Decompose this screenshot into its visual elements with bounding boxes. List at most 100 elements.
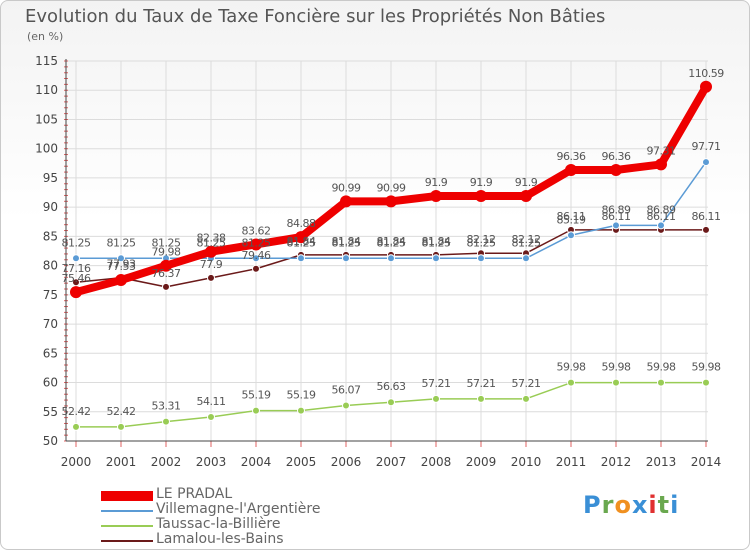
data-label: 52.42 [107, 405, 136, 418]
data-point [387, 254, 395, 263]
legend-label: Villemagne-l'Argentière [156, 501, 321, 517]
data-point [342, 401, 350, 410]
data-point [295, 231, 307, 244]
y-tick-label: 100 [35, 142, 58, 156]
data-label: 96.36 [557, 150, 586, 163]
y-tick-label: 115 [35, 54, 58, 68]
data-point [207, 273, 215, 282]
data-point [252, 406, 260, 415]
x-tick-label: 2005 [286, 455, 317, 469]
data-label: 86.89 [647, 203, 676, 216]
data-point [72, 254, 80, 263]
legend-swatch [101, 510, 153, 512]
data-point [252, 254, 260, 263]
legend-swatch [101, 491, 153, 501]
data-label: 55.19 [287, 389, 316, 402]
data-label: 82.38 [197, 232, 226, 245]
data-label: 77.93 [107, 258, 136, 271]
data-label: 81.84 [422, 235, 451, 248]
data-point [342, 254, 350, 263]
data-label: 97.71 [692, 140, 721, 153]
data-label: 55.19 [242, 389, 271, 402]
data-label: 96.36 [602, 150, 631, 163]
data-label: 75.46 [62, 272, 91, 285]
data-point [700, 80, 712, 93]
x-tick-label: 2002 [151, 455, 182, 469]
data-point [565, 163, 577, 176]
logo-letter: o [614, 491, 632, 519]
data-label: 91.9 [515, 176, 538, 189]
y-tick-label: 75 [43, 288, 58, 302]
data-point [702, 225, 710, 234]
data-label: 59.98 [647, 361, 676, 374]
data-label: 84.88 [287, 217, 316, 230]
data-label: 76.37 [152, 267, 181, 280]
axes: 50 55 60 65 70 75 80 85 90 95 100 105 110 115 2000 2001… [35, 54, 721, 469]
data-label: 56.63 [377, 380, 406, 393]
data-point [252, 264, 260, 273]
data-label: 86.11 [647, 210, 676, 223]
data-label: 81.25 [152, 236, 181, 249]
data-label: 77.9 [200, 258, 223, 271]
data-point [475, 190, 487, 203]
y-tick-label: 95 [43, 171, 58, 185]
data-label: 81.25 [512, 236, 541, 249]
chart-title: Evolution du Taux de Taxe Foncière sur l… [25, 6, 606, 27]
chart-subtitle: (en %) [27, 30, 64, 43]
data-label: 81.25 [62, 236, 91, 249]
data-point [72, 422, 80, 431]
data-label: 57.21 [512, 377, 541, 390]
data-label: 81.25 [242, 236, 271, 249]
y-tick-label: 80 [43, 259, 58, 273]
data-point [162, 282, 170, 291]
data-label: 82.12 [512, 233, 541, 246]
data-label: 53.31 [152, 400, 181, 413]
data-point [162, 417, 170, 426]
data-label: 85.19 [557, 213, 586, 226]
x-tick-label: 2009 [466, 455, 497, 469]
series-lines [70, 80, 712, 431]
data-point [655, 158, 667, 171]
data-point [612, 221, 620, 230]
data-label: 79.46 [242, 249, 271, 262]
y-tick-label: 50 [43, 434, 58, 448]
data-label: 110.59 [688, 67, 724, 80]
data-label: 81.25 [107, 236, 136, 249]
y-tick-label: 70 [43, 317, 58, 331]
data-label: 81.84 [287, 235, 316, 248]
data-point [702, 158, 710, 167]
data-label: 52.42 [62, 405, 91, 418]
data-label: 83.62 [242, 224, 271, 237]
data-label: 81.84 [332, 235, 361, 248]
x-tick-label: 2000 [61, 455, 92, 469]
y-tick-label: 105 [35, 112, 58, 126]
logo-letter: x [631, 491, 649, 519]
data-label: 91.9 [470, 176, 493, 189]
data-label: 97.31 [647, 144, 676, 157]
data-label: 57.21 [467, 377, 496, 390]
legend-label: LE PRADAL [156, 486, 233, 502]
data-point [567, 378, 575, 387]
x-tick-label: 2006 [331, 455, 362, 469]
data-point [340, 195, 352, 208]
y-tick-label: 110 [35, 83, 58, 97]
data-label: 86.11 [692, 210, 721, 223]
data-point [657, 378, 665, 387]
x-tick-label: 2014 [691, 455, 722, 469]
x-tick-label: 2010 [511, 455, 542, 469]
data-label: 56.07 [332, 384, 361, 397]
y-tick-label: 55 [43, 405, 58, 419]
data-label: 54.11 [197, 395, 226, 408]
data-point [432, 394, 440, 403]
data-point [115, 274, 127, 287]
data-point [387, 398, 395, 407]
x-tick-label: 2013 [646, 455, 677, 469]
data-point [70, 286, 82, 299]
data-point [430, 190, 442, 203]
data-point [432, 254, 440, 263]
data-label: 82.12 [467, 233, 496, 246]
y-tick-label: 60 [43, 376, 58, 390]
data-point [657, 221, 665, 230]
